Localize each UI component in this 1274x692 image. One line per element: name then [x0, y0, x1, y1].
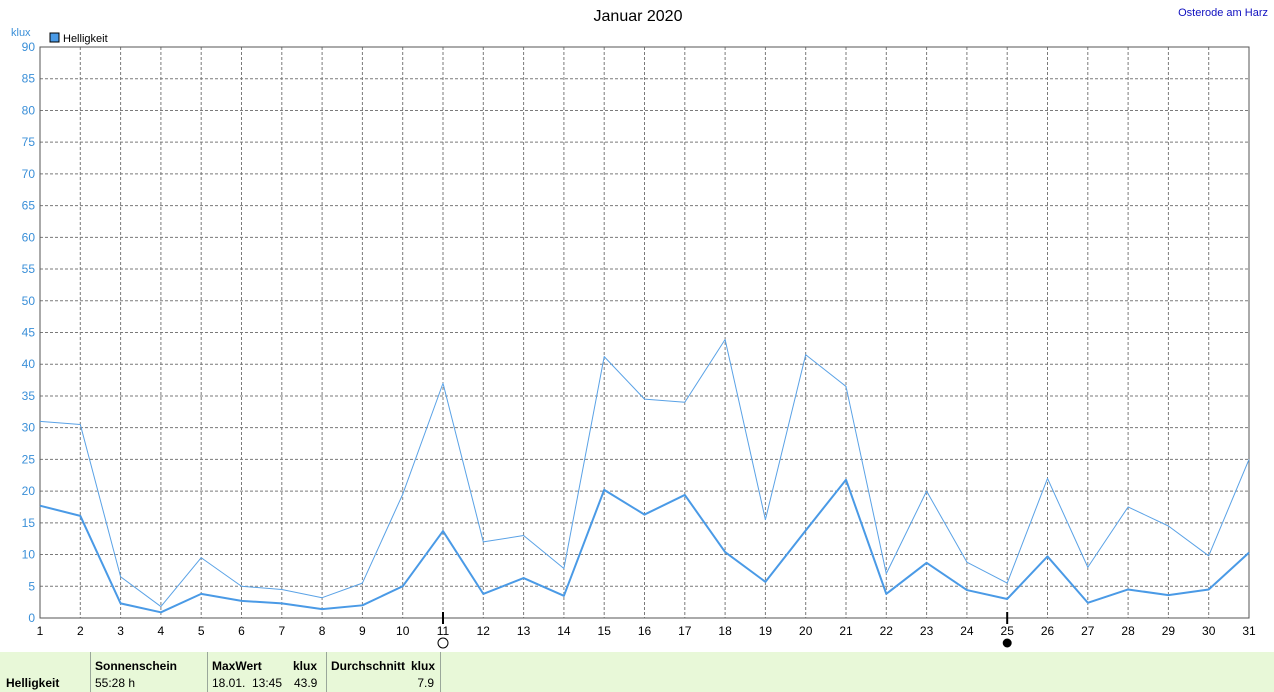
- x-tick-label: 8: [319, 624, 326, 638]
- footer-divider: [440, 652, 441, 692]
- y-tick-label: 20: [22, 484, 36, 498]
- footer-row-label-cell: Helligkeit: [0, 652, 90, 692]
- average-cell: Durchschnitt klux 7.9: [327, 652, 440, 692]
- y-tick-labels: 0 5 10 15 20 25 30 35 40 45 50 55 60 65 70 75 80 85 90: [22, 40, 36, 625]
- y-tick-label: 25: [22, 452, 36, 466]
- x-tick-label: 18: [718, 624, 732, 638]
- x-tick-labels: 1 2 3 4 5 6 7 8 9 10 11 12 13 14 15 16 17 18 19 20 21 22 23 24 2…: [37, 624, 1256, 638]
- x-tick-label: 1: [37, 624, 44, 638]
- footer-row-label: Helligkeit: [6, 676, 60, 690]
- grid-layer: [40, 47, 1249, 618]
- y-axis-unit-label: klux: [11, 27, 31, 39]
- x-tick-label: 22: [880, 624, 894, 638]
- x-tick-label: 29: [1162, 624, 1176, 638]
- x-tick-label: 25: [1001, 624, 1015, 638]
- y-tick-label: 45: [22, 326, 36, 340]
- y-tick-label: 30: [22, 421, 36, 435]
- legend-swatch: [49, 32, 60, 43]
- y-tick-label: 55: [22, 262, 36, 276]
- x-tick-label: 5: [198, 624, 205, 638]
- y-tick-label: 10: [22, 548, 36, 562]
- y-tick-label: 75: [22, 135, 36, 149]
- x-tick-label: 2: [77, 624, 84, 638]
- chart-title: Januar 2020: [594, 8, 683, 25]
- average-unit: klux: [411, 659, 436, 673]
- y-tick-label: 5: [28, 579, 35, 593]
- max-value: 43.9: [294, 676, 318, 690]
- x-tick-label: 31: [1242, 624, 1256, 638]
- y-tick-label: 50: [22, 294, 36, 308]
- x-tick-label: 16: [638, 624, 652, 638]
- y-tick-label: 80: [22, 103, 36, 117]
- full-moon-icon: [437, 637, 449, 649]
- x-tick-label: 9: [359, 624, 366, 638]
- series-line-mean: [39, 478, 1250, 614]
- footer-divider: [326, 652, 327, 692]
- x-tick-label: 4: [158, 624, 165, 638]
- series-line-max: [39, 338, 1250, 608]
- new-moon-icon: [1002, 638, 1012, 648]
- y-tick-label: 65: [22, 199, 36, 213]
- x-tick-label: 10: [396, 624, 410, 638]
- max-unit: klux: [293, 659, 318, 673]
- legend-label: Helligkeit: [63, 33, 108, 45]
- y-tick-label: 60: [22, 230, 36, 244]
- y-tick-label: 85: [22, 72, 36, 86]
- y-tick-label: 70: [22, 167, 36, 181]
- y-tick-label: 0: [28, 611, 35, 625]
- x-tick-label: 28: [1121, 624, 1135, 638]
- x-tick-label: 20: [799, 624, 813, 638]
- max-header: MaxWert: [212, 659, 262, 673]
- y-tick-label: 40: [22, 357, 36, 371]
- x-tick-label: 13: [517, 624, 531, 638]
- sunshine-value: 55:28 h: [95, 676, 136, 690]
- x-tick-label: 21: [839, 624, 853, 638]
- x-tick-label: 17: [678, 624, 692, 638]
- max-time: 13:45: [252, 676, 283, 690]
- average-header: Durchschnitt: [331, 659, 406, 673]
- x-tick-label: 15: [598, 624, 612, 638]
- average-value: 7.9: [417, 676, 434, 690]
- y-tick-label: 15: [22, 516, 36, 530]
- y-tick-label: 35: [22, 389, 36, 403]
- x-tick-label: 11: [437, 624, 450, 638]
- x-tick-label: 30: [1202, 624, 1216, 638]
- plot-frame: [39, 46, 1250, 619]
- x-tick-label: 12: [477, 624, 491, 638]
- max-value-cell: MaxWert klux 18.01. 13:45 43.9: [208, 652, 326, 692]
- footer-divider: [207, 652, 208, 692]
- x-tick-label: 23: [920, 624, 934, 638]
- x-tick-label: 3: [117, 624, 124, 638]
- sunshine-header: Sonnenschein: [95, 659, 178, 673]
- x-tick-label: 19: [759, 624, 773, 638]
- summary-footer: Helligkeit Sonnenschein 55:28 h MaxWert …: [0, 652, 1274, 692]
- brightness-chart: Januar 2020 Osterode am Harz klux Hellig…: [11, 7, 1268, 649]
- max-date: 18.01.: [212, 676, 246, 690]
- moon-markers: [437, 612, 1012, 649]
- y-tick-label: 90: [22, 40, 36, 54]
- series-layer: [39, 338, 1250, 614]
- x-tick-label: 6: [238, 624, 245, 638]
- footer-divider: [90, 652, 91, 692]
- x-tick-label: 26: [1041, 624, 1055, 638]
- x-tick-label: 14: [557, 624, 571, 638]
- x-tick-label: 7: [278, 624, 285, 638]
- x-tick-label: 24: [960, 624, 974, 638]
- location-label: Osterode am Harz: [1178, 7, 1268, 19]
- sunshine-cell: Sonnenschein 55:28 h: [91, 652, 207, 692]
- x-tick-label: 27: [1081, 624, 1095, 638]
